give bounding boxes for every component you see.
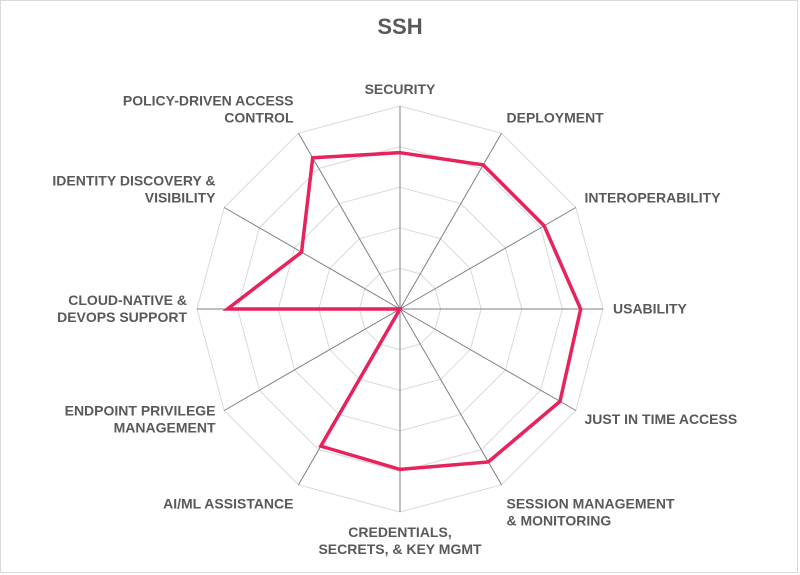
axis-label-4: JUST IN TIME ACCESS (584, 411, 737, 427)
axis-label-7: AI/ML ASSISTANCE (163, 495, 293, 511)
axis-label-8: ENDPOINT PRIVILEGE MANAGEMENT (65, 403, 216, 436)
axis-label-1: DEPLOYMENT (507, 110, 605, 126)
axis-spoke-2 (399, 207, 577, 310)
axis-label-6: CREDENTIALS, SECRETS, & KEY MGMT (318, 524, 482, 557)
axis-label-11: POLICY-DRIVEN ACCESS CONTROL (123, 93, 294, 126)
axis-label-10: IDENTITY DISCOVERY & VISIBILITY (52, 173, 216, 206)
axis-spoke-8 (223, 308, 401, 411)
axis-spoke-10 (223, 207, 401, 310)
axis-label-0: SECURITY (365, 81, 436, 97)
chart-title: SSH (377, 14, 423, 39)
axis-label-2: INTEROPERABILITY (584, 190, 721, 206)
axis-label-5: SESSION MANAGEMENT & MONITORING (507, 495, 675, 528)
axis-label-3: USABILITY (613, 301, 688, 317)
axis-spoke-4 (399, 308, 577, 411)
axis-spoke-1 (399, 132, 502, 310)
axis-spoke-11 (298, 132, 401, 310)
axis-spoke-5 (399, 308, 502, 486)
axis-label-9: CLOUD-NATIVE & DEVOPS SUPPORT (57, 292, 187, 325)
